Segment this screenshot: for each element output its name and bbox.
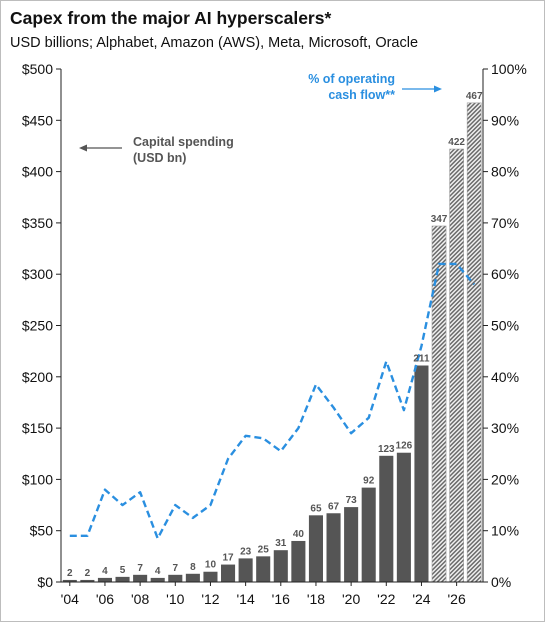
data-label-2024: 211 (413, 354, 430, 365)
x-tick-label: '04 (61, 591, 79, 607)
bar-2025 (431, 225, 447, 583)
right-tick-label: 90% (491, 112, 519, 128)
x-tick-label: '08 (131, 591, 149, 607)
data-label-2021: 92 (363, 476, 375, 487)
data-label-2014: 23 (240, 546, 252, 557)
left-tick-label: $250 (22, 318, 53, 334)
bar-2005 (80, 579, 95, 582)
left-tick-label: $0 (37, 574, 53, 590)
bar-2022 (379, 455, 394, 582)
bar-2026 (449, 148, 464, 583)
x-tick-label: '12 (201, 591, 219, 607)
right-tick-label: 80% (491, 164, 519, 180)
bar-2024 (414, 365, 429, 582)
annotation-layer: Capital spending (USD bn) % of operating… (79, 72, 442, 165)
data-label-2006: 4 (102, 566, 108, 577)
right-tick-label: 100% (491, 61, 527, 77)
data-label-2009: 4 (155, 566, 161, 577)
data-label-2017: 40 (293, 529, 305, 540)
bar-2014 (238, 558, 253, 582)
cash-flow-line (69, 262, 476, 540)
data-label-2018: 65 (310, 503, 322, 514)
capital-spending-label-2: (USD bn) (133, 151, 186, 165)
data-label-2012: 10 (205, 560, 217, 571)
x-tick-label: '22 (377, 591, 395, 607)
line-layer (69, 262, 476, 540)
axes-layer: $0 $50 $100 $150 $200 $250 $300 $350 $400 $450 $50… (22, 61, 527, 607)
bar-2006 (97, 577, 112, 582)
data-label-2023: 126 (396, 441, 413, 452)
x-tick-label: '14 (237, 591, 255, 607)
right-tick-label: 60% (491, 266, 519, 282)
data-label-2022: 123 (378, 444, 395, 455)
right-tick-label: 0% (491, 574, 511, 590)
bar-2019 (326, 513, 341, 582)
data-label-2004: 2 (67, 568, 73, 579)
data-label-2015: 25 (258, 544, 270, 555)
capital-spending-label-1: Capital spending (133, 135, 234, 149)
left-tick-label: $500 (22, 61, 53, 77)
bar-2012 (203, 571, 218, 582)
left-tick-label: $100 (22, 471, 53, 487)
bar-2013 (221, 564, 236, 582)
data-label-2025: 347 (431, 214, 448, 225)
bar-layer (62, 102, 482, 583)
bar-2015 (256, 556, 271, 582)
left-tick-label: $200 (22, 369, 53, 385)
data-label-2005: 2 (85, 568, 91, 579)
right-tick-label: 20% (491, 471, 519, 487)
right-tick-label: 10% (491, 523, 519, 539)
data-label-2026: 422 (448, 137, 465, 148)
data-label-2019: 67 (328, 501, 340, 512)
bar-2011 (185, 573, 200, 582)
x-tick-label: '24 (412, 591, 430, 607)
data-label-2008: 7 (137, 563, 143, 574)
bar-2008 (133, 574, 148, 582)
bar-2027 (466, 102, 482, 583)
x-tick-label: '20 (342, 591, 360, 607)
chart-subtitle: USD billions; Alphabet, Amazon (AWS), Me… (10, 35, 419, 51)
bar-2017 (291, 540, 306, 582)
data-label-2007: 5 (120, 565, 126, 576)
left-tick-label: $350 (22, 215, 53, 231)
x-tick-label: '10 (166, 591, 184, 607)
data-label-2027: 467 (466, 91, 483, 102)
left-tick-label: $450 (22, 112, 53, 128)
chart-title: Capex from the major AI hyperscalers* (10, 8, 332, 28)
cash-flow-label-1: % of operating (308, 72, 395, 86)
right-tick-label: 70% (491, 215, 519, 231)
bar-2021 (361, 487, 376, 582)
right-tick-label: 50% (491, 318, 519, 334)
left-tick-label: $50 (30, 523, 54, 539)
x-tick-label: '18 (307, 591, 325, 607)
left-tick-label: $400 (22, 164, 53, 180)
x-tick-label: '06 (96, 591, 114, 607)
left-tick-label: $150 (22, 420, 53, 436)
cash-flow-label-2: cash flow** (328, 88, 395, 102)
right-tick-label: 30% (491, 420, 519, 436)
data-label-2013: 17 (222, 553, 234, 564)
bar-2009 (150, 577, 165, 582)
x-tick-label: '16 (272, 591, 290, 607)
capital-spending-arrowhead (79, 144, 87, 152)
x-tick-label: '26 (448, 591, 466, 607)
data-label-2016: 31 (275, 538, 287, 549)
data-label-2011: 8 (190, 562, 196, 573)
bar-2020 (344, 507, 359, 582)
bar-2010 (168, 574, 183, 582)
data-label-2010: 7 (173, 563, 179, 574)
left-tick-label: $300 (22, 266, 53, 282)
bar-2016 (273, 550, 288, 582)
bar-2023 (396, 452, 411, 582)
bar-2018 (308, 515, 323, 582)
bar-2007 (115, 576, 130, 582)
right-tick-label: 40% (491, 369, 519, 385)
data-label-2020: 73 (346, 495, 358, 506)
cash-flow-arrowhead (434, 85, 442, 93)
bar-2004 (62, 579, 77, 582)
